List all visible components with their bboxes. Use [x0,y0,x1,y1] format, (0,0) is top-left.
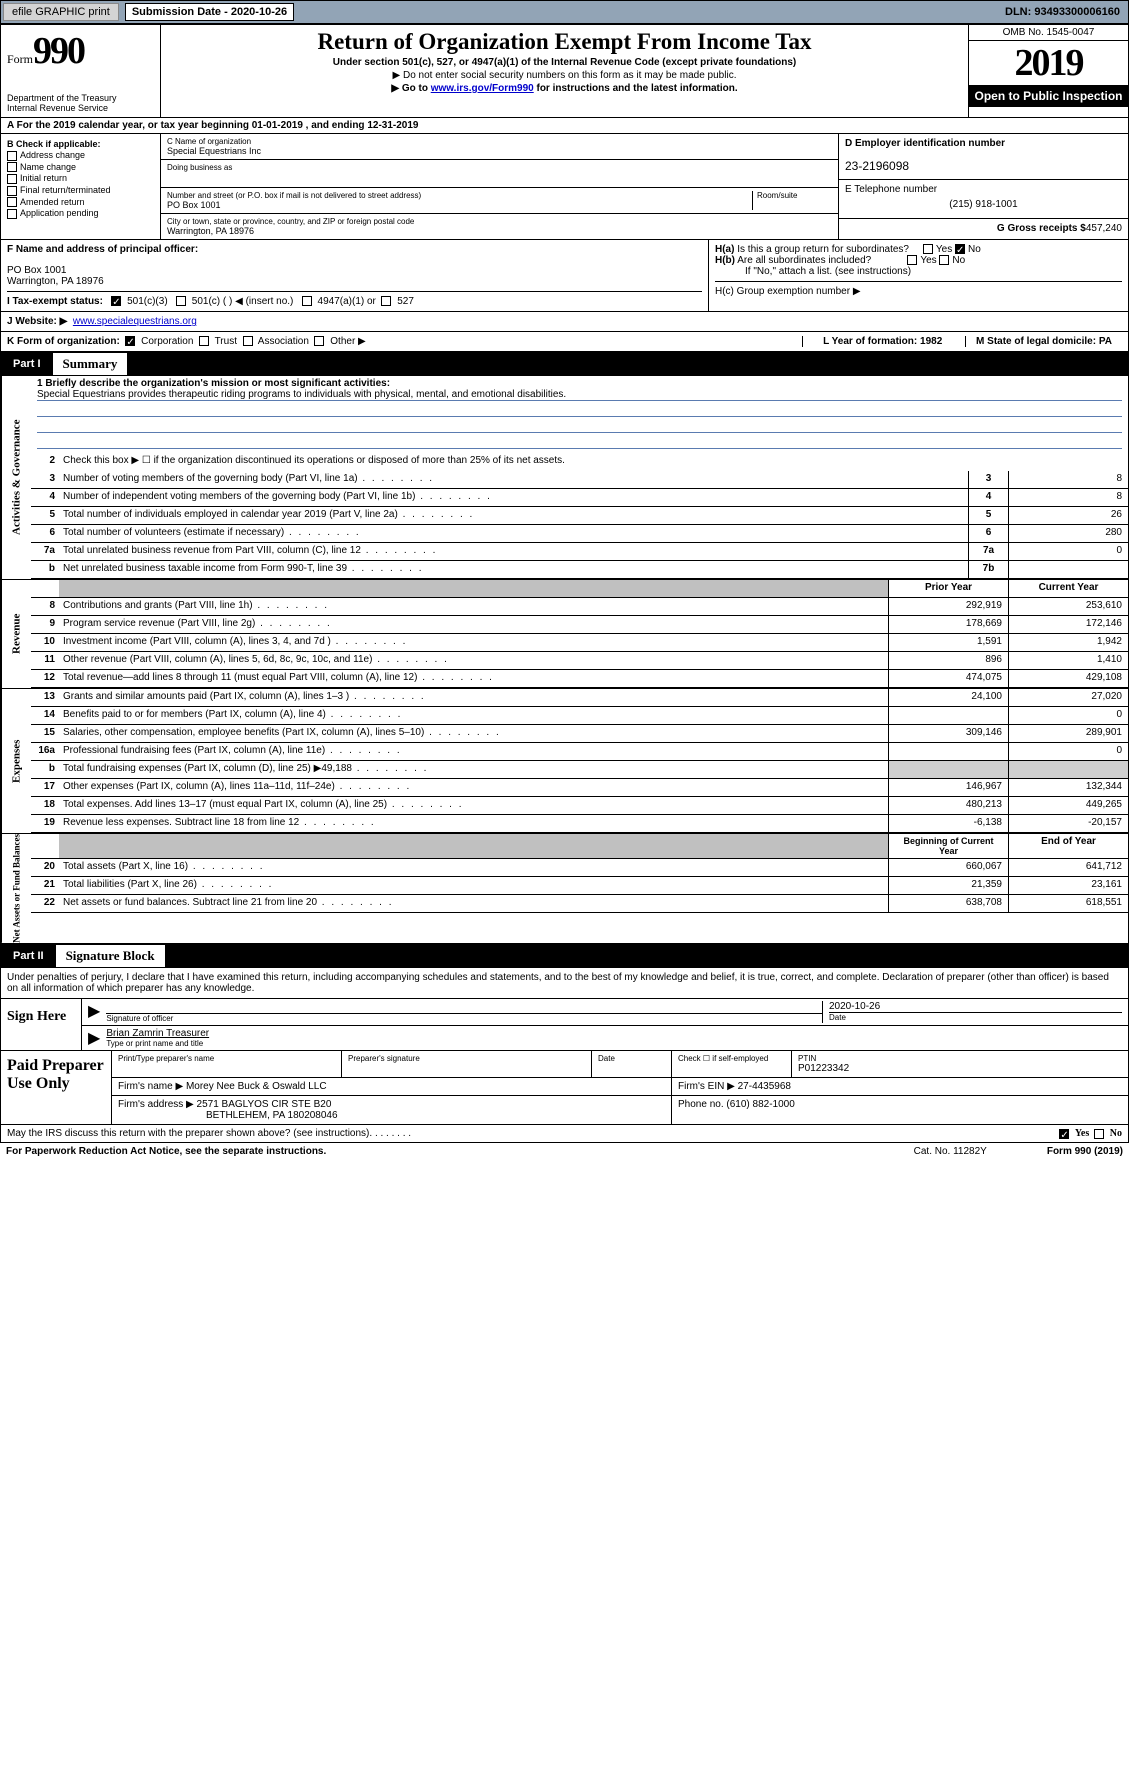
checkbox-discuss-yes[interactable]: ✓ [1059,1129,1069,1139]
gov-row-7a: 7a Total unrelated business revenue from… [31,543,1128,561]
data-row-14: 14 Benefits paid to or for members (Part… [31,707,1128,725]
form-number: 990 [33,30,84,72]
phone-value: (215) 918-1001 [845,195,1122,214]
checkbox-hb-no[interactable] [939,255,949,265]
signature-section: Under penalties of perjury, I declare th… [0,968,1129,1125]
gov-row-4: 4 Number of independent voting members o… [31,489,1128,507]
checkbox-501c3[interactable]: ✓ [111,296,121,306]
form-note2: ▶ Go to www.irs.gov/Form990 for instruct… [171,83,958,94]
revenue-section: Revenue Prior Year Current Year 8 Contri… [0,579,1129,688]
part1-header: Part I Summary [0,352,1129,376]
part2-header: Part II Signature Block [0,944,1129,968]
checkbox-other[interactable] [314,336,324,346]
dln-label: DLN: 93493300006160 [1005,6,1126,18]
side-netassets: Net Assets or Fund Balances [1,834,31,943]
declaration-text: Under penalties of perjury, I declare th… [1,968,1128,998]
side-expenses: Expenses [1,689,31,833]
data-row-10: 10 Investment income (Part VIII, column … [31,634,1128,652]
form-subtitle: Under section 501(c), 527, or 4947(a)(1)… [171,57,958,68]
gov-row-3: 3 Number of voting members of the govern… [31,471,1128,489]
side-revenue: Revenue [1,580,31,688]
sign-here-label: Sign Here [1,999,81,1050]
data-row-18: 18 Total expenses. Add lines 13–17 (must… [31,797,1128,815]
netassets-section: Net Assets or Fund Balances Beginning of… [0,833,1129,944]
row-k: K Form of organization: ✓ Corporation Tr… [0,332,1129,352]
footer-row: For Paperwork Reduction Act Notice, see … [0,1143,1129,1160]
checkbox-assoc[interactable] [243,336,253,346]
checkbox-discuss-no[interactable] [1094,1129,1104,1139]
data-row-9: 9 Program service revenue (Part VIII, li… [31,616,1128,634]
checkbox-527[interactable] [381,296,391,306]
form-title: Return of Organization Exempt From Incom… [171,29,958,55]
checkbox-4947[interactable] [302,296,312,306]
checkbox-501c[interactable] [176,296,186,306]
efile-button[interactable]: efile GRAPHIC print [3,3,119,21]
data-row-19: 19 Revenue less expenses. Subtract line … [31,815,1128,833]
data-row-13: 13 Grants and similar amounts paid (Part… [31,689,1128,707]
paid-preparer-label: Paid Preparer Use Only [1,1051,111,1124]
data-row-11: 11 Other revenue (Part VIII, column (A),… [31,652,1128,670]
gov-row-6: 6 Total number of volunteers (estimate i… [31,525,1128,543]
checkbox-name[interactable] [7,162,17,172]
checkbox-final[interactable] [7,186,17,196]
checkbox-address[interactable] [7,151,17,161]
dept-label: Department of the Treasury Internal Reve… [7,93,154,113]
gov-row-5: 5 Total number of individuals employed i… [31,507,1128,525]
data-row-12: 12 Total revenue—add lines 8 through 11 … [31,670,1128,688]
website-link[interactable]: www.specialequestrians.org [73,316,197,327]
gross-receipts: 457,240 [1086,223,1122,234]
form-header: Form990 Department of the Treasury Inter… [0,24,1129,118]
box-b: B Check if applicable: Address change Na… [1,134,161,239]
mission-block: 1 Briefly describe the organization's mi… [31,376,1128,453]
data-row-17: 17 Other expenses (Part IX, column (A), … [31,779,1128,797]
org-name: Special Equestrians Inc [167,146,832,156]
checkbox-ha-yes[interactable] [923,244,933,254]
irs-link[interactable]: www.irs.gov/Form990 [431,83,534,94]
checkbox-hb-yes[interactable] [907,255,917,265]
omb-number: OMB No. 1545-0047 [969,25,1128,41]
ein-value: 23-2196098 [839,153,1128,179]
line-a: A For the 2019 calendar year, or tax yea… [0,118,1129,134]
side-governance: Activities & Governance [1,376,31,579]
checkbox-corp[interactable]: ✓ [125,336,135,346]
form-note1: ▶ Do not enter social security numbers o… [171,70,958,81]
top-toolbar: efile GRAPHIC print Submission Date - 20… [0,0,1129,24]
checkbox-ha-no[interactable]: ✓ [955,244,965,254]
data-row-21: 21 Total liabilities (Part X, line 26) 2… [31,877,1128,895]
header-mid: Return of Organization Exempt From Incom… [161,25,968,117]
header-right: OMB No. 1545-0047 2019 Open to Public In… [968,25,1128,117]
governance-section: Activities & Governance 1 Briefly descri… [0,376,1129,579]
header-left: Form990 Department of the Treasury Inter… [1,25,161,117]
gov-row-7b: b Net unrelated business taxable income … [31,561,1128,579]
data-row-20: 20 Total assets (Part X, line 16) 660,06… [31,859,1128,877]
tax-year: 2019 [969,41,1128,85]
row-f-h: F Name and address of principal officer:… [0,240,1129,312]
box-c: C Name of organization Special Equestria… [161,134,838,239]
submission-date: Submission Date - 2020-10-26 [125,3,294,21]
data-row-22: 22 Net assets or fund balances. Subtract… [31,895,1128,913]
checkbox-amended[interactable] [7,197,17,207]
data-row-15: 15 Salaries, other compensation, employe… [31,725,1128,743]
expenses-section: Expenses 13 Grants and similar amounts p… [0,688,1129,833]
checkbox-trust[interactable] [199,336,209,346]
data-row-8: 8 Contributions and grants (Part VIII, l… [31,598,1128,616]
street-address: PO Box 1001 [167,200,752,210]
data-row-16a: 16a Professional fundraising fees (Part … [31,743,1128,761]
discuss-row: May the IRS discuss this return with the… [0,1125,1129,1143]
checkbox-initial[interactable] [7,174,17,184]
data-row-b: b Total fundraising expenses (Part IX, c… [31,761,1128,779]
form-word: Form [7,52,33,66]
row-j: J Website: ▶ www.specialequestrians.org [0,312,1129,332]
inspection-label: Open to Public Inspection [969,85,1128,107]
section-bcd: B Check if applicable: Address change Na… [0,134,1129,240]
city-state-zip: Warrington, PA 18976 [167,226,832,236]
mission-text: Special Equestrians provides therapeutic… [37,389,1122,401]
box-d-e-g: D Employer identification number 23-2196… [838,134,1128,239]
checkbox-pending[interactable] [7,209,17,219]
